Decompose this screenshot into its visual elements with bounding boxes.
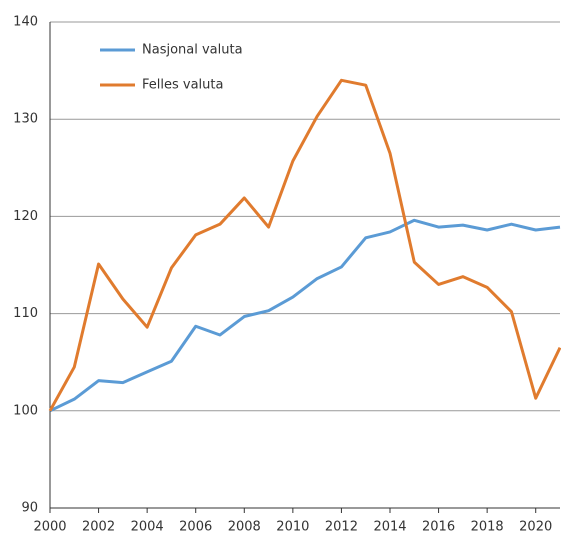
y-tick-label: 90 [21, 501, 38, 516]
x-tick-label: 2016 [422, 520, 455, 534]
x-tick-label: 2004 [131, 520, 164, 534]
y-tick-label: 140 [13, 15, 38, 30]
x-tick-label: 2006 [179, 520, 212, 534]
x-tick-label: 2020 [519, 520, 552, 534]
y-tick-label: 130 [13, 112, 38, 127]
x-tick-label: 2002 [82, 520, 115, 534]
line [49, 218, 561, 413]
legend-label: Felles valuta [142, 78, 223, 93]
x-tick-label: 2012 [325, 520, 358, 534]
x-tick-label: 2010 [276, 520, 309, 534]
x-tick-label: 2018 [471, 520, 504, 534]
x-tick-label: 2000 [33, 520, 66, 534]
y-tick-label: 110 [13, 306, 38, 321]
y-tick-label: 100 [13, 403, 38, 418]
x-tick-label: 2008 [228, 520, 261, 534]
x-tick-label: 2014 [373, 520, 406, 534]
y-tick-label: 120 [13, 209, 38, 224]
legend-label: Nasjonal valuta [142, 43, 243, 58]
line [48, 78, 561, 412]
